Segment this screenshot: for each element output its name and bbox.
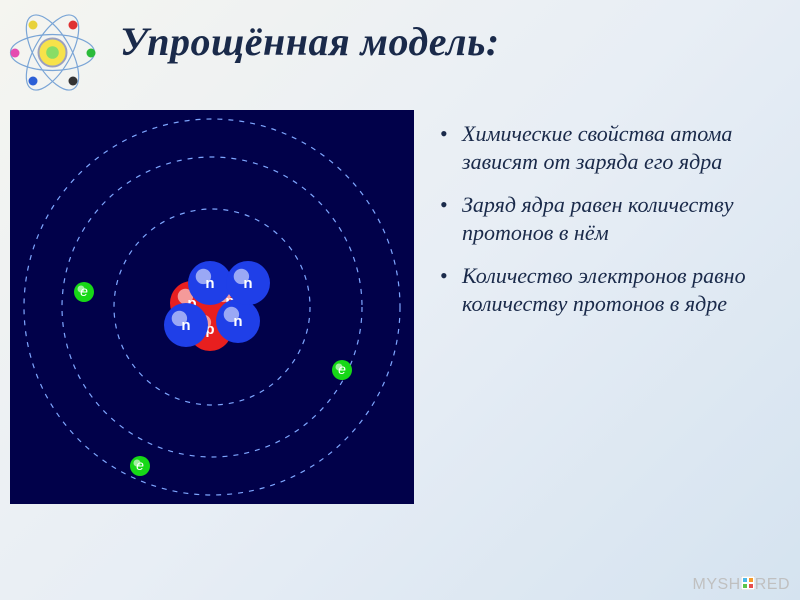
watermark: MYSH RED [692, 576, 790, 594]
page-title: Упрощённая модель: [120, 18, 500, 65]
svg-text:n: n [243, 275, 252, 292]
atom-diagram: pppnnnneee [10, 110, 414, 504]
watermark-slide-icon [741, 576, 755, 590]
svg-text:e: e [80, 283, 88, 299]
bullet-list: Химические свойства атома зависят от зар… [440, 120, 780, 333]
bullet-item: Количество электронов равно количеству п… [440, 262, 780, 317]
bullet-item: Химические свойства атома зависят от зар… [440, 120, 780, 175]
watermark-prefix: MYSH [692, 576, 740, 593]
svg-text:e: e [136, 457, 144, 473]
watermark-suffix: RED [755, 576, 790, 593]
svg-text:n: n [181, 317, 190, 334]
svg-text:n: n [205, 275, 214, 292]
bullet-item: Заряд ядра равен количеству протонов в н… [440, 191, 780, 246]
svg-text:e: e [338, 361, 346, 377]
svg-text:n: n [233, 313, 242, 330]
corner-atom-logo [5, 5, 100, 100]
